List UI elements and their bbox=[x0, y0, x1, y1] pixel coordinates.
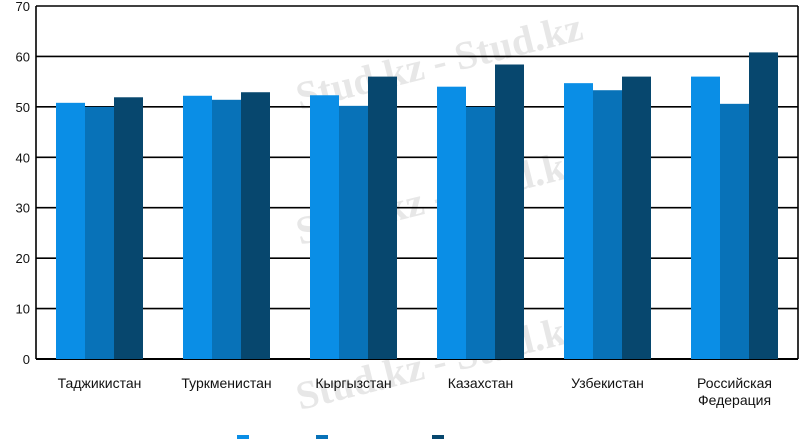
y-axis-ticks: 0 10 20 30 40 50 60 70 bbox=[16, 0, 30, 367]
bar bbox=[212, 99, 241, 359]
x-category-label: Российская bbox=[697, 375, 772, 391]
x-category-label: Казахстан bbox=[448, 375, 514, 391]
y-tick-label: 0 bbox=[23, 352, 30, 367]
x-category-label: Туркменистан bbox=[181, 375, 271, 391]
y-tick-label: 50 bbox=[16, 100, 30, 115]
x-axis-labels: Таджикистан Туркменистан Кыргызстан Казахст… bbox=[58, 375, 772, 408]
bar bbox=[564, 83, 593, 360]
bar bbox=[368, 76, 397, 359]
y-tick-label: 30 bbox=[16, 201, 30, 216]
bar bbox=[749, 52, 778, 359]
legend-swatches bbox=[237, 435, 444, 439]
bar bbox=[720, 103, 749, 360]
bar bbox=[593, 90, 622, 360]
bar bbox=[56, 102, 85, 359]
bar bbox=[691, 76, 720, 359]
bars bbox=[56, 52, 778, 360]
bar bbox=[85, 106, 114, 359]
bar bbox=[241, 92, 270, 360]
y-tick-label: 10 bbox=[16, 302, 30, 317]
y-tick-label: 20 bbox=[16, 251, 30, 266]
x-category-label: Узбекистан bbox=[571, 375, 644, 391]
y-tick-label: 70 bbox=[16, 0, 30, 14]
bar bbox=[622, 76, 651, 359]
legend-swatch bbox=[316, 435, 328, 439]
x-category-label: Кыргызстан bbox=[315, 375, 391, 391]
y-tick-label: 40 bbox=[16, 150, 30, 165]
legend-swatch bbox=[432, 435, 444, 439]
gridlines bbox=[35, 5, 799, 360]
bar bbox=[339, 105, 368, 359]
bar bbox=[114, 97, 143, 360]
y-tick-label: 60 bbox=[16, 49, 30, 64]
bar bbox=[466, 106, 495, 359]
legend-swatch bbox=[237, 435, 249, 439]
x-category-label: Таджикистан bbox=[58, 375, 142, 391]
bar bbox=[183, 95, 212, 360]
bar bbox=[310, 95, 339, 359]
bar bbox=[437, 86, 466, 359]
bar bbox=[495, 64, 524, 360]
x-category-label: Федерация bbox=[698, 392, 771, 408]
